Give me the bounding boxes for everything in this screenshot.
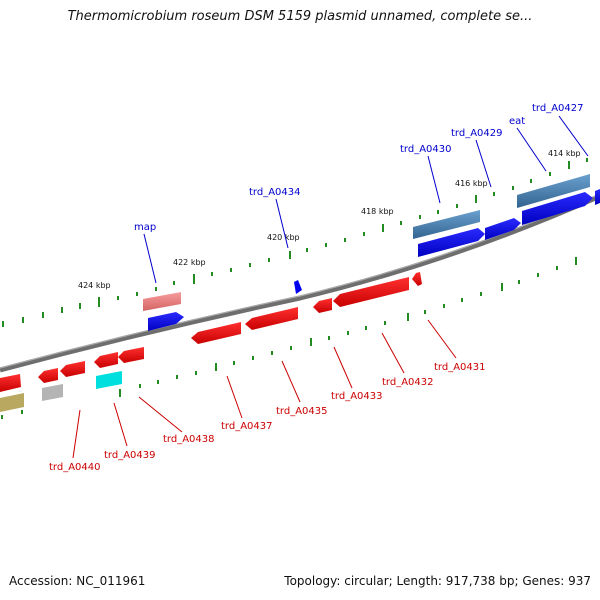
feature-trd-a0432-cds[interactable] [333,277,409,307]
gene-label-trd-a0427[interactable]: trd_A0427 [532,103,584,114]
scale-label-416: 416 kbp [455,179,488,188]
gene-label-eat[interactable]: eat [509,116,525,127]
gene-label-trd-a0440[interactable]: trd_A0440 [49,462,101,473]
feature-eat-cds[interactable] [522,192,593,225]
gene-label-trd-a0439[interactable]: trd_A0439 [104,450,156,461]
feature-eat-cog[interactable] [517,174,590,208]
gene-label-trd-a0435[interactable]: trd_A0435 [276,406,328,417]
map-title: Thermomicrobium roseum DSM 5159 plasmid … [67,9,533,24]
feature-left-edge-olive-cog[interactable] [0,393,24,412]
backbone-ring [0,193,600,373]
scale-label-420: 420 kbp [267,233,300,242]
feature-trd-a0440-cds[interactable] [38,368,58,383]
feature-trd-a0430-cds[interactable] [418,228,485,257]
gene-label-trd-a0438[interactable]: trd_A0438 [163,434,215,445]
feature-trd-a0440b-cds[interactable] [60,361,85,377]
feature-left-edge-cds[interactable] [0,374,21,392]
feature-map-cog[interactable] [143,292,181,311]
outer-scale-ticks [2,158,588,327]
forward-cds-features [148,189,600,331]
feature-trd-a0430-cog[interactable] [413,210,480,239]
feature-trd-a0433-cds[interactable] [313,298,332,313]
gene-label-trd-a0434[interactable]: trd_A0434 [249,187,301,198]
topology-label: Topology: circular; Length: 917,738 bp; … [284,574,591,588]
gene-label-map[interactable]: map [134,222,156,233]
feature-trd-a0439-cog[interactable] [96,371,122,389]
feature-trd-a0431-cds[interactable] [412,272,422,286]
feature-trd-a0427-cds[interactable] [595,189,600,205]
feature-trd-a0438-cds[interactable] [118,347,144,363]
scale-label-414: 414 kbp [548,149,581,158]
reverse-cds-features [0,272,422,392]
feature-map-cds[interactable] [148,312,184,331]
scale-label-418: 418 kbp [361,207,394,216]
feature-trd-a0437-cds[interactable] [191,322,241,344]
gene-label-trd-a0432[interactable]: trd_A0432 [382,377,434,388]
accession-label: Accession: NC_011961 [9,574,146,588]
feature-trd-a0435-cds[interactable] [245,307,298,330]
gene-label-trd-a0433[interactable]: trd_A0433 [331,391,383,402]
scale-label-422: 422 kbp [173,258,206,267]
label-leader-lines [72,115,589,459]
forward-cog-features [0,174,590,412]
feature-trd-a0429-cds[interactable] [485,218,521,240]
gene-label-trd-a0431[interactable]: trd_A0431 [434,362,486,373]
gene-label-trd-a0429[interactable]: trd_A0429 [451,128,503,139]
scale-label-424: 424 kbp [78,281,111,290]
gene-label-trd-a0437[interactable]: trd_A0437 [221,421,273,432]
feature-trd-a0434-cds[interactable] [294,280,302,294]
feature-trd-a0440-cog[interactable] [42,384,63,401]
gene-label-trd-a0430[interactable]: trd_A0430 [400,144,452,155]
reverse-cog-features [42,371,122,401]
inner-scale-ticks [1,257,577,419]
feature-trd-a0439-cds[interactable] [94,352,118,368]
